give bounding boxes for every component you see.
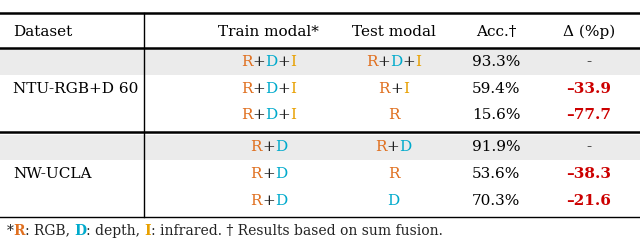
- Text: R: R: [13, 224, 25, 238]
- Text: D: D: [275, 194, 287, 208]
- Text: Train modal*: Train modal*: [218, 25, 319, 39]
- Text: I: I: [403, 82, 409, 96]
- Text: NTU-RGB+D 60: NTU-RGB+D 60: [13, 82, 138, 96]
- Text: +: +: [378, 55, 390, 69]
- Text: R: R: [241, 82, 253, 96]
- Text: I: I: [145, 224, 151, 238]
- Bar: [0, 49, 640, 75]
- Text: R: R: [250, 194, 262, 208]
- Text: Dataset: Dataset: [13, 25, 72, 39]
- Text: : infrared. † Results based on sum fusion.: : infrared. † Results based on sum fusio…: [151, 224, 443, 238]
- Text: +: +: [278, 82, 291, 96]
- Text: : depth,: : depth,: [86, 224, 145, 238]
- Text: R: R: [241, 55, 253, 69]
- Text: +: +: [262, 140, 275, 154]
- Text: +: +: [278, 108, 291, 122]
- Text: –33.9: –33.9: [566, 82, 611, 96]
- Text: R: R: [366, 55, 378, 69]
- Text: 59.4%: 59.4%: [472, 82, 520, 96]
- Text: –77.7: –77.7: [566, 108, 611, 122]
- Text: +: +: [278, 55, 291, 69]
- Text: : RGB,: : RGB,: [25, 224, 74, 238]
- Text: –21.6: –21.6: [566, 194, 611, 208]
- Text: I: I: [291, 108, 296, 122]
- Text: I: I: [291, 82, 296, 96]
- Text: –38.3: –38.3: [566, 167, 611, 181]
- Text: D: D: [266, 108, 278, 122]
- Text: Acc.†: Acc.†: [476, 25, 516, 39]
- Text: D: D: [390, 55, 403, 69]
- Bar: [0, 135, 640, 160]
- Text: D: D: [266, 55, 278, 69]
- Text: R: R: [388, 167, 399, 181]
- Text: D: D: [275, 140, 287, 154]
- Text: -: -: [586, 140, 591, 154]
- Text: D: D: [275, 167, 287, 181]
- Text: 15.6%: 15.6%: [472, 108, 520, 122]
- Text: 70.3%: 70.3%: [472, 194, 520, 208]
- Text: R: R: [378, 82, 390, 96]
- Text: R: R: [375, 140, 387, 154]
- Text: Δ (%p): Δ (%p): [563, 25, 615, 39]
- Text: NW-UCLA: NW-UCLA: [13, 167, 92, 181]
- Text: Test modal: Test modal: [351, 25, 436, 39]
- Text: +: +: [387, 140, 399, 154]
- Text: D: D: [399, 140, 412, 154]
- Text: +: +: [253, 82, 266, 96]
- Text: R: R: [250, 167, 262, 181]
- Text: D: D: [266, 82, 278, 96]
- Text: +: +: [262, 167, 275, 181]
- Text: +: +: [390, 82, 403, 96]
- Text: +: +: [403, 55, 415, 69]
- Text: D: D: [74, 224, 86, 238]
- Text: I: I: [291, 55, 296, 69]
- Text: 53.6%: 53.6%: [472, 167, 520, 181]
- Text: +: +: [253, 55, 266, 69]
- Text: R: R: [388, 108, 399, 122]
- Text: 93.3%: 93.3%: [472, 55, 520, 69]
- Text: R: R: [241, 108, 253, 122]
- Text: 91.9%: 91.9%: [472, 140, 520, 154]
- Text: +: +: [262, 194, 275, 208]
- Text: -: -: [586, 55, 591, 69]
- Text: D: D: [387, 194, 400, 208]
- Text: R: R: [250, 140, 262, 154]
- Text: I: I: [415, 55, 421, 69]
- Text: *: *: [6, 224, 13, 238]
- Text: +: +: [253, 108, 266, 122]
